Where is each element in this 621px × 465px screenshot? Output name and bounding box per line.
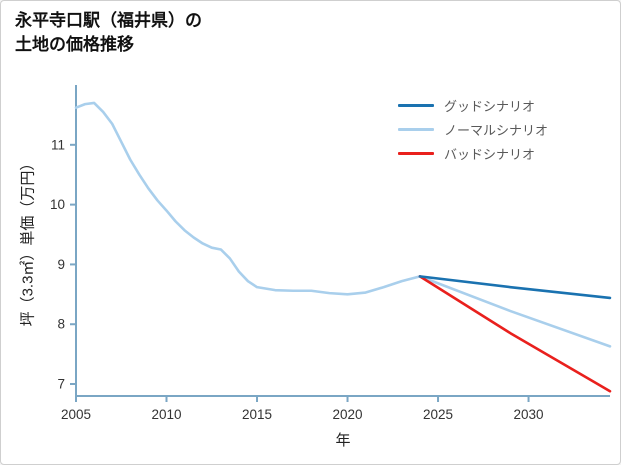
svg-text:2025: 2025 [423, 407, 453, 422]
legend-swatch-good-scenario [398, 103, 434, 107]
legend-label-good-scenario: グッドシナリオ [444, 98, 536, 114]
legend-label-bad-scenario: バッドシナリオ [444, 146, 536, 162]
svg-text:2020: 2020 [333, 407, 363, 422]
legend-item-bad: バッドシナリオ [398, 141, 548, 165]
legend-label-normal-scenario: ノーマルシナリオ [444, 122, 549, 138]
chart-title-line2: 土地の価格推移 [15, 34, 134, 54]
svg-text:11: 11 [51, 137, 65, 152]
svg-text:2010: 2010 [151, 407, 181, 422]
chart-title: 永平寺口駅（福井県）の 土地の価格推移 [15, 9, 202, 57]
y-axis-label: 坪（3.3㎡）単価（万円） [19, 155, 37, 327]
legend-item-good: グッドシナリオ [398, 93, 548, 117]
chart-title-line1: 永平寺口駅（福井県）の [15, 11, 202, 30]
x-axis-label: 年 [335, 432, 351, 449]
svg-text:10: 10 [50, 197, 65, 212]
legend-swatch-normal-scenario [398, 127, 434, 131]
svg-text:9: 9 [57, 257, 65, 272]
svg-text:2015: 2015 [242, 407, 272, 422]
svg-text:2005: 2005 [61, 407, 91, 422]
legend-swatch-bad-scenario [398, 151, 434, 155]
legend-item-normal: ノーマルシナリオ [398, 117, 548, 141]
svg-text:8: 8 [57, 317, 65, 332]
svg-text:2030: 2030 [514, 407, 544, 422]
chart-legend: グッドシナリオ ノーマルシナリオ バッドシナリオ [398, 93, 548, 165]
svg-text:7: 7 [57, 377, 65, 392]
